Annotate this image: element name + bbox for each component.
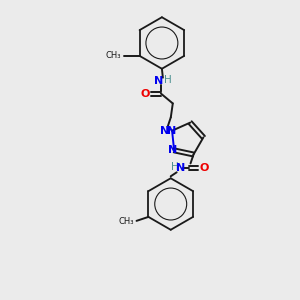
Text: N: N: [176, 164, 185, 173]
Text: H: H: [171, 162, 178, 172]
Text: CH₃: CH₃: [105, 51, 121, 60]
Text: N: N: [154, 76, 164, 85]
Text: N: N: [167, 126, 177, 136]
Text: O: O: [200, 164, 209, 173]
Text: N: N: [167, 146, 177, 155]
Text: H: H: [164, 75, 172, 85]
Text: CH₃: CH₃: [118, 218, 134, 226]
Text: N: N: [160, 126, 170, 136]
Text: O: O: [140, 88, 150, 98]
